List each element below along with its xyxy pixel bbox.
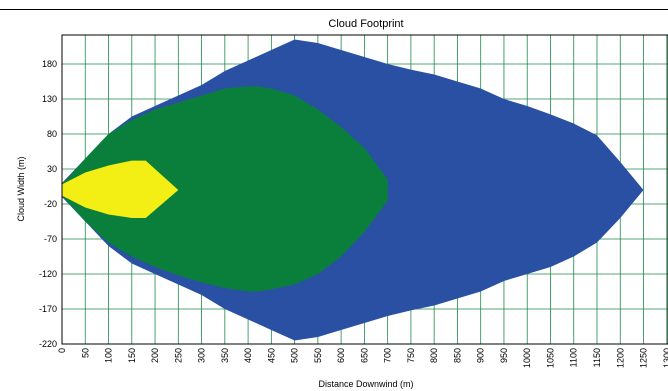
x-tick-label: 150 — [127, 348, 137, 363]
y-axis-title: Cloud Width (m) — [16, 156, 26, 221]
y-tick-label: -20 — [44, 199, 57, 209]
x-tick-label: 1050 — [546, 348, 556, 368]
x-tick-label: 1300 — [662, 348, 668, 368]
plot-frame — [61, 34, 668, 345]
x-tick-label: 850 — [452, 348, 462, 363]
x-tick-label: 550 — [313, 348, 323, 363]
x-tick-label: 1250 — [639, 348, 649, 368]
x-tick-label: 0 — [57, 348, 67, 353]
x-tick-label: 950 — [499, 348, 509, 363]
y-tick-label: -220 — [39, 339, 57, 349]
x-tick-label: 650 — [359, 348, 369, 363]
x-tick-label: 750 — [406, 348, 416, 363]
chart-title: Cloud Footprint — [328, 18, 403, 30]
inner-footprint-area — [62, 160, 179, 218]
x-tick-labels: 0 50 100 150 200 250 300 350 400 450 500 550 600 650 7… — [57, 348, 668, 368]
y-tick-label: -70 — [44, 234, 57, 244]
x-tick-label: 50 — [80, 348, 90, 358]
middle-footprint-area — [62, 86, 388, 292]
x-tick-label: 1150 — [592, 348, 602, 367]
x-tick-label: 700 — [383, 348, 393, 363]
x-tick-label: 1000 — [522, 348, 532, 368]
footprint-areas — [62, 39, 644, 341]
y-tick-labels: 180 130 80 30 -20 -70 -120 -170 -220 — [39, 59, 57, 349]
x-tick-label: 400 — [243, 348, 253, 363]
y-tick-label: 80 — [47, 129, 57, 139]
x-tick-label: 300 — [197, 348, 207, 363]
x-tick-label: 500 — [290, 348, 300, 363]
y-tick-label: 30 — [47, 164, 57, 174]
y-tick-label: 130 — [42, 94, 57, 104]
y-tick-label: 180 — [42, 59, 57, 69]
x-tick-label: 200 — [150, 348, 160, 363]
x-tick-label: 1100 — [569, 348, 579, 367]
x-tick-label: 350 — [220, 348, 230, 363]
y-tick-label: -120 — [39, 269, 57, 279]
x-tick-label: 250 — [173, 348, 183, 363]
x-tick-label: 600 — [336, 348, 346, 363]
x-tick-label: 1200 — [615, 348, 625, 368]
x-axis-title: Distance Downwind (m) — [318, 379, 413, 389]
x-tick-label: 800 — [429, 348, 439, 363]
x-tick-label: 900 — [476, 348, 486, 363]
y-tick-label: -170 — [39, 304, 57, 314]
x-tick-label: 450 — [266, 348, 276, 363]
x-tick-label: 100 — [104, 348, 114, 363]
